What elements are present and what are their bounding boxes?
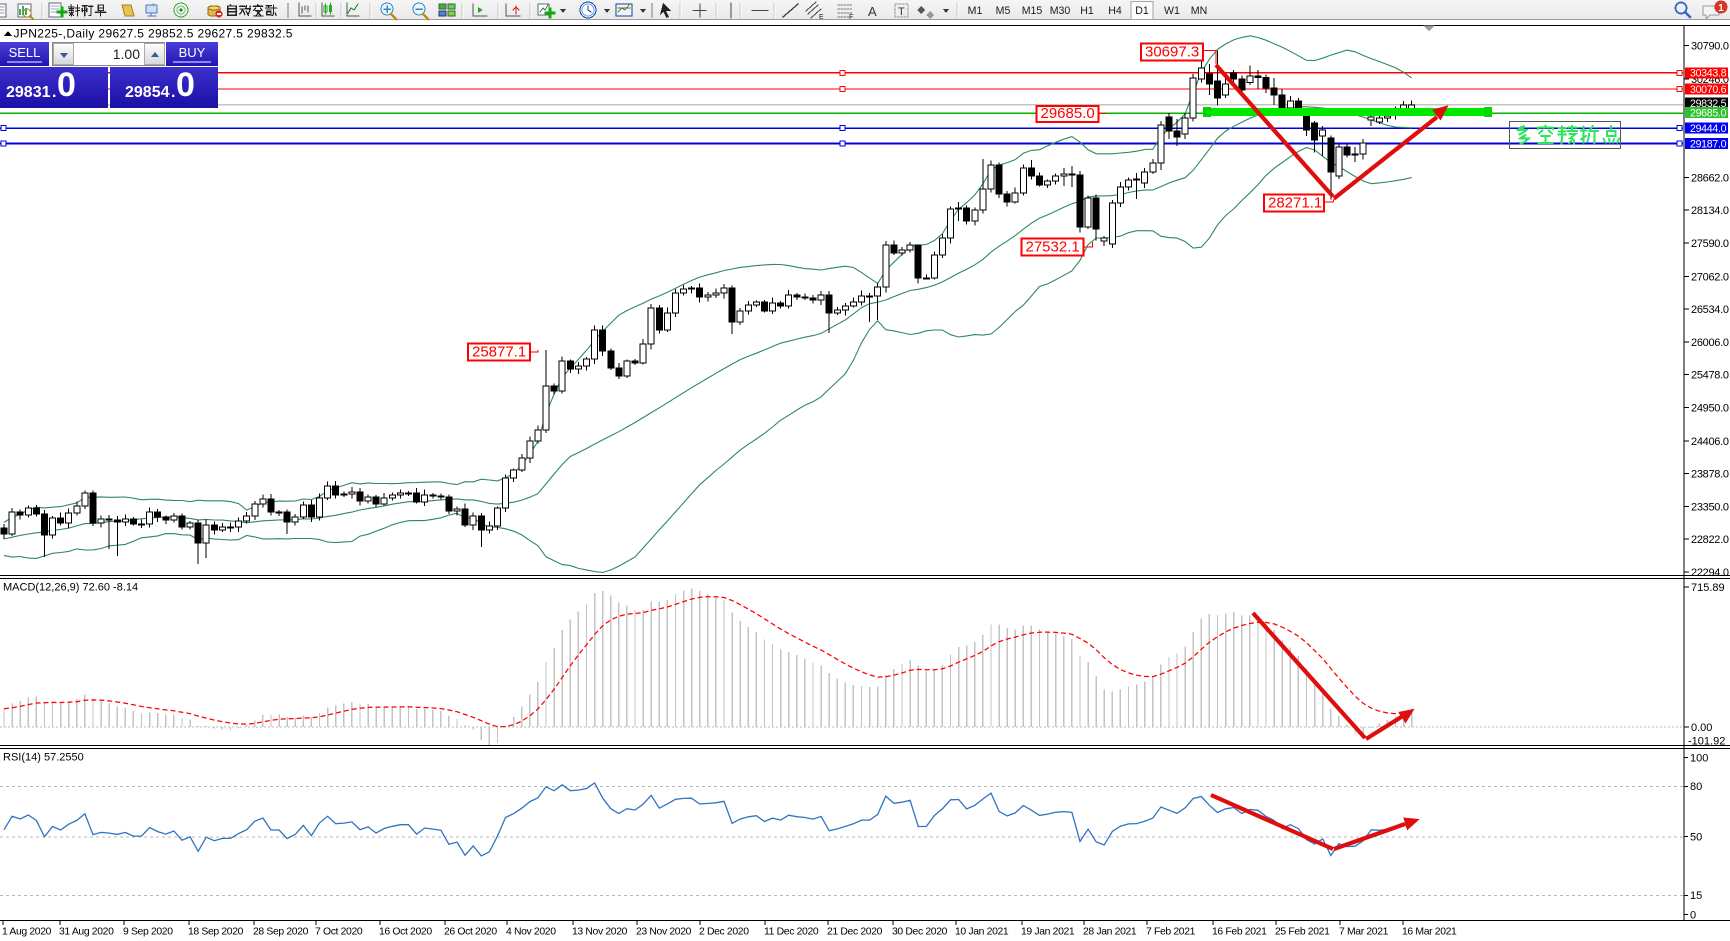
svg-text:2 Dec 2020: 2 Dec 2020 xyxy=(699,927,749,938)
svg-text:27532.1: 27532.1 xyxy=(1026,239,1080,256)
svg-text:27062.0: 27062.0 xyxy=(1691,272,1729,284)
svg-text:30790.0: 30790.0 xyxy=(1691,41,1729,53)
svg-text:W1: W1 xyxy=(1164,5,1180,17)
svg-text:M5: M5 xyxy=(996,5,1011,17)
svg-text:23350.0: 23350.0 xyxy=(1691,501,1729,513)
svg-text:27590.0: 27590.0 xyxy=(1691,238,1729,250)
svg-text:29444.0: 29444.0 xyxy=(1690,123,1727,135)
svg-text:100: 100 xyxy=(1690,753,1708,765)
svg-text:28271.1: 28271.1 xyxy=(1268,195,1322,212)
svg-text:15: 15 xyxy=(1690,890,1702,902)
svg-text:80: 80 xyxy=(1690,781,1702,793)
svg-text:T: T xyxy=(898,6,905,18)
svg-text:26006.0: 26006.0 xyxy=(1691,337,1729,349)
svg-text:22822.0: 22822.0 xyxy=(1691,534,1729,546)
svg-text:0.00: 0.00 xyxy=(1691,722,1712,734)
svg-text:H4: H4 xyxy=(1108,5,1122,17)
svg-text:M1: M1 xyxy=(968,5,983,17)
svg-text:16 Oct 2020: 16 Oct 2020 xyxy=(379,927,432,938)
svg-text:M15: M15 xyxy=(1022,5,1043,17)
svg-text:19 Jan 2021: 19 Jan 2021 xyxy=(1021,927,1075,938)
svg-text:1: 1 xyxy=(1718,3,1724,14)
svg-text:30 Dec 2020: 30 Dec 2020 xyxy=(892,927,948,938)
svg-text:7 Mar 2021: 7 Mar 2021 xyxy=(1339,927,1389,938)
svg-text:E: E xyxy=(819,14,824,21)
svg-text:26534.0: 26534.0 xyxy=(1691,304,1729,316)
svg-text:30070.6: 30070.6 xyxy=(1690,84,1727,96)
svg-text:9 Sep 2020: 9 Sep 2020 xyxy=(123,927,173,938)
svg-text:23878.0: 23878.0 xyxy=(1691,469,1729,481)
svg-text:24406.0: 24406.0 xyxy=(1691,436,1729,448)
svg-text:25 Feb 2021: 25 Feb 2021 xyxy=(1275,927,1330,938)
svg-text:28662.0: 28662.0 xyxy=(1691,172,1729,184)
svg-text:28134.0: 28134.0 xyxy=(1691,205,1729,217)
svg-text:30343.8: 30343.8 xyxy=(1690,68,1727,80)
svg-text:31 Aug 2020: 31 Aug 2020 xyxy=(59,927,114,938)
svg-text:H1: H1 xyxy=(1080,5,1094,17)
svg-text:16 Feb 2021: 16 Feb 2021 xyxy=(1212,927,1267,938)
svg-text:26 Oct 2020: 26 Oct 2020 xyxy=(444,927,497,938)
svg-text:4 Nov 2020: 4 Nov 2020 xyxy=(506,927,556,938)
svg-text:A: A xyxy=(868,4,877,19)
svg-text:10 Jan 2021: 10 Jan 2021 xyxy=(955,927,1009,938)
svg-text:0: 0 xyxy=(1690,910,1696,922)
svg-text:715.89: 715.89 xyxy=(1691,582,1725,594)
svg-text:16 Mar 2021: 16 Mar 2021 xyxy=(1402,927,1457,938)
svg-text:MN: MN xyxy=(1191,5,1207,17)
svg-text:29187.0: 29187.0 xyxy=(1690,139,1727,151)
svg-text:F: F xyxy=(849,14,853,21)
svg-text:RSI(14) 57.2550: RSI(14) 57.2550 xyxy=(3,752,84,764)
svg-text:21 Dec 2020: 21 Dec 2020 xyxy=(827,927,883,938)
svg-text:-101.92: -101.92 xyxy=(1688,736,1725,748)
svg-text:30697.3: 30697.3 xyxy=(1145,44,1199,61)
svg-text:JPN225-,Daily 29627.5 29852.5: JPN225-,Daily 29627.5 29852.5 29627.5 29… xyxy=(14,27,293,41)
svg-text:13 Nov 2020: 13 Nov 2020 xyxy=(572,927,628,938)
svg-text:18 Sep 2020: 18 Sep 2020 xyxy=(188,927,244,938)
svg-text:50: 50 xyxy=(1690,831,1702,843)
svg-text:29685.0: 29685.0 xyxy=(1690,108,1727,120)
svg-text:25877.1: 25877.1 xyxy=(472,344,526,361)
svg-text:7 Feb 2021: 7 Feb 2021 xyxy=(1146,927,1196,938)
svg-text:MACD(12,26,9) 72.60 -8.14: MACD(12,26,9) 72.60 -8.14 xyxy=(3,582,138,594)
svg-text:D1: D1 xyxy=(1135,5,1149,17)
svg-text:24950.0: 24950.0 xyxy=(1691,402,1729,414)
svg-text:29685.0: 29685.0 xyxy=(1041,105,1095,122)
svg-text:11 Dec 2020: 11 Dec 2020 xyxy=(764,927,819,938)
svg-text:M30: M30 xyxy=(1050,5,1071,17)
svg-text:1 Aug 2020: 1 Aug 2020 xyxy=(2,927,52,938)
svg-text:28 Sep 2020: 28 Sep 2020 xyxy=(253,927,309,938)
svg-text:25478.0: 25478.0 xyxy=(1691,370,1729,382)
svg-text:28 Jan 2021: 28 Jan 2021 xyxy=(1083,927,1137,938)
svg-text:7 Oct 2020: 7 Oct 2020 xyxy=(315,927,363,938)
svg-text:23 Nov 2020: 23 Nov 2020 xyxy=(636,927,692,938)
svg-text:29832.5: 29832.5 xyxy=(1690,98,1727,110)
svg-text:22294.0: 22294.0 xyxy=(1691,567,1729,579)
